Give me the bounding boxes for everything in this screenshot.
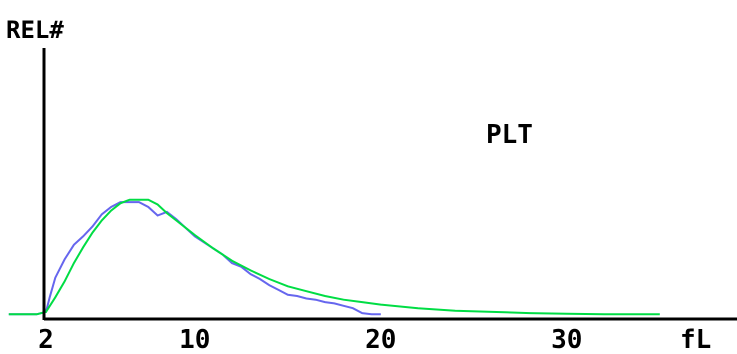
x-tick-label: 20 xyxy=(365,325,396,354)
plt-annotation: PLT xyxy=(486,120,533,150)
x-tick-label: 10 xyxy=(179,325,210,354)
x-unit-label: fL xyxy=(680,325,711,354)
series-line-2 xyxy=(8,198,660,316)
x-tick-label: 30 xyxy=(551,325,582,354)
y-axis-label: REL# xyxy=(6,16,64,44)
x-ticks: 2 10 20 30 xyxy=(38,325,582,354)
series-line-1 xyxy=(8,201,381,316)
x-tick-label: 2 xyxy=(38,325,54,354)
plot-lines xyxy=(8,198,660,316)
